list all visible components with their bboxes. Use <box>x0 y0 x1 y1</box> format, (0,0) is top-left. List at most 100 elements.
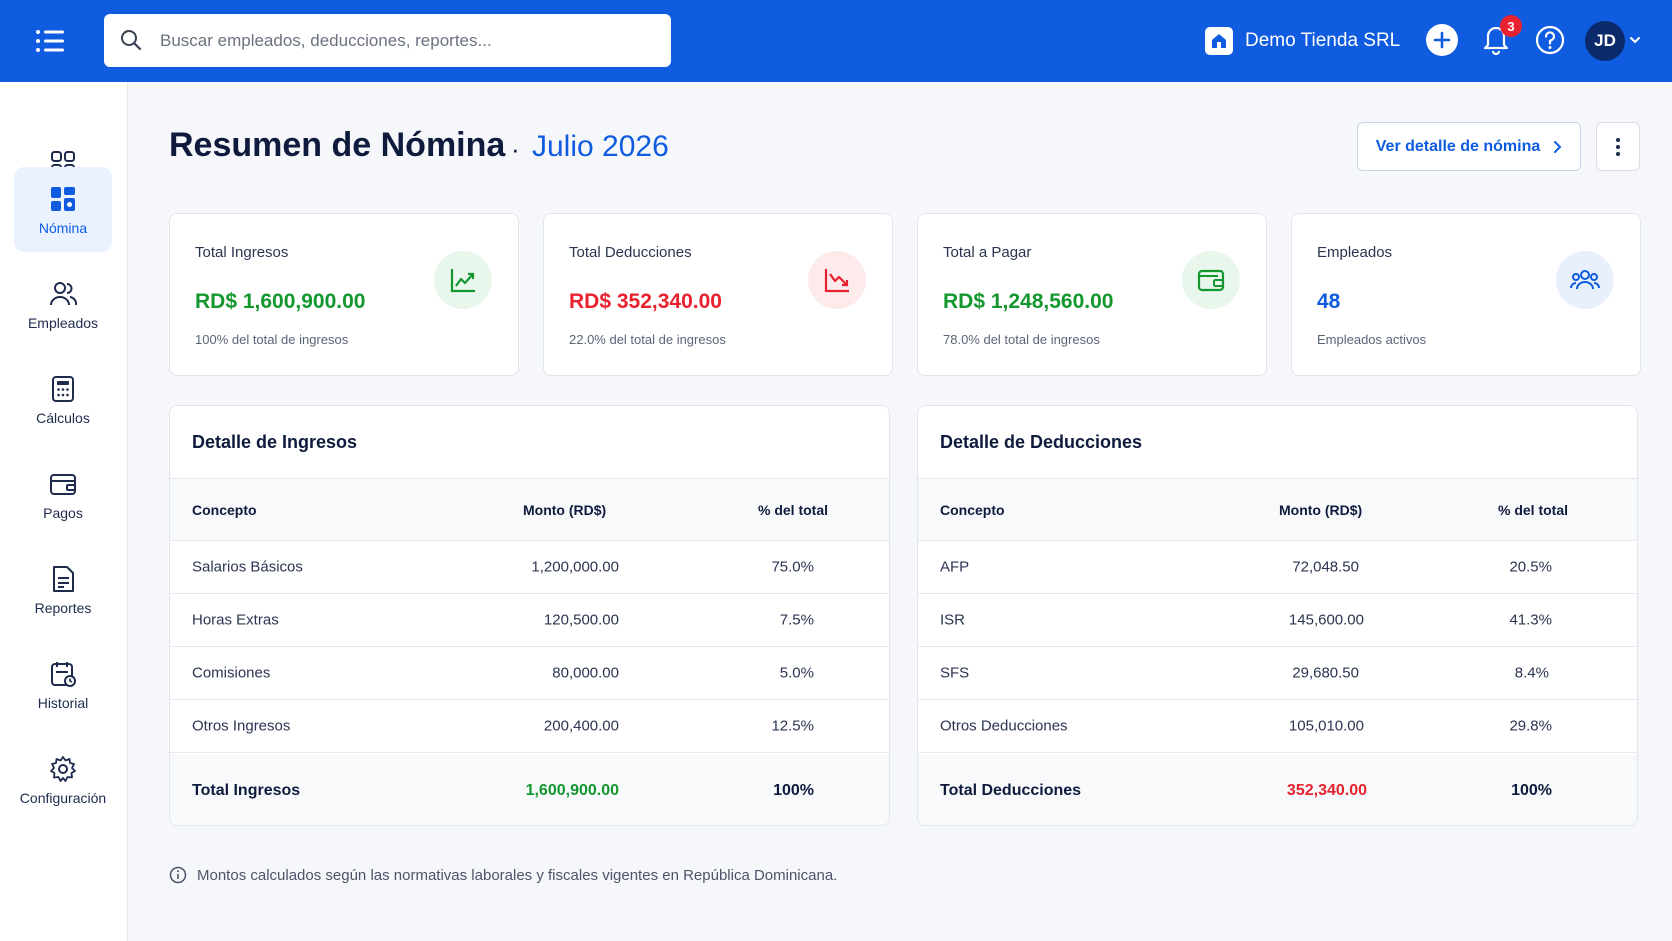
table-total-row: Total Deducciones 352,340.00 100% <box>918 755 1637 825</box>
gear-icon <box>50 755 76 782</box>
sidebar-item-reportes[interactable]: Reportes <box>14 547 112 632</box>
more-options-button[interactable] <box>1596 122 1640 171</box>
store-icon <box>1205 27 1233 55</box>
row-concept: SFS <box>940 664 970 682</box>
table-row: Horas Extras 120,500.00 7.5% <box>170 594 889 647</box>
footnote: Montos calculados según las normativas l… <box>169 866 837 884</box>
card-label: Total Ingresos <box>195 244 289 261</box>
trend-down-icon <box>808 251 866 309</box>
table-header: Concepto Monto (RD$) % del total <box>170 478 889 541</box>
detail-button-label: Ver detalle de nómina <box>1375 137 1541 155</box>
card-label: Empleados <box>1317 244 1393 261</box>
row-percent: 75.0% <box>771 558 814 576</box>
sidebar-item-configuracion[interactable]: Configuración <box>14 737 112 822</box>
row-amount: 1,200,000.00 <box>531 558 619 576</box>
total-percent: 100% <box>1511 782 1552 799</box>
kebab-menu-icon <box>1616 137 1620 156</box>
total-label: Total Deducciones <box>940 782 1082 799</box>
avatar[interactable]: JD <box>1585 21 1625 61</box>
company-selector[interactable]: Demo Tienda SRL <box>1205 24 1400 58</box>
search-box <box>104 14 671 67</box>
column-header: % del total <box>758 501 829 518</box>
help-icon[interactable] <box>1534 24 1566 56</box>
card-subtext: Empleados activos <box>1317 332 1427 347</box>
table-row: ISR 145,600.00 41.3% <box>918 594 1637 647</box>
bell-icon[interactable] <box>1480 22 1512 56</box>
view-payroll-detail-button[interactable]: Ver detalle de nómina <box>1357 122 1581 171</box>
panel-title: Detalle de Ingresos <box>192 432 358 452</box>
card-value: RD$ 1,600,900.00 <box>195 290 366 313</box>
users-icon <box>1556 251 1614 309</box>
row-percent: 7.5% <box>779 611 814 629</box>
column-header: % del total <box>1498 501 1569 518</box>
search-input[interactable] <box>160 14 660 67</box>
column-header: Concepto <box>192 501 257 518</box>
table-total-row: Total Ingresos 1,600,900.00 100% <box>170 755 889 825</box>
notification-badge: 3 <box>1500 15 1522 37</box>
top-bar: Demo Tienda SRL 3 JD <box>0 0 1672 82</box>
sidebar-item-nomina[interactable]: Nómina <box>14 167 112 252</box>
row-concept: ISR <box>940 611 966 629</box>
report-icon <box>53 565 74 592</box>
sidebar-item-empleados[interactable]: Empleados <box>14 262 112 347</box>
row-amount: 80,000.00 <box>552 664 619 682</box>
chevron-right-icon <box>1554 140 1562 153</box>
users-icon <box>50 281 78 305</box>
wallet-icon <box>50 473 76 495</box>
period-label: Julio 2026 <box>532 130 669 163</box>
row-percent: 20.5% <box>1509 558 1552 576</box>
table-row: Otros Deducciones 105,010.00 29.8% <box>918 700 1637 753</box>
sidebar-item-label: Reportes <box>34 599 92 616</box>
sidebar-item-calculos[interactable]: Cálculos <box>14 357 112 442</box>
page-title: Resumen de Nómina <box>169 126 506 164</box>
sidebar-item-label: Configuración <box>19 789 107 806</box>
total-percent: 100% <box>773 782 814 799</box>
table-row: Otros Ingresos 200,400.00 12.5% <box>170 700 889 753</box>
history-icon <box>51 661 76 687</box>
add-button[interactable] <box>1426 24 1458 56</box>
menu-icon[interactable] <box>34 26 66 56</box>
payroll-icon <box>51 186 75 211</box>
sidebar-item-label: Nómina <box>38 219 88 236</box>
card-subtext: 78.0% del total de ingresos <box>943 332 1100 347</box>
row-amount: 72,048.50 <box>1292 558 1359 576</box>
card-subtext: 100% del total de ingresos <box>195 332 349 347</box>
card-total-a-pagar: Total a Pagar RD$ 1,248,560.00 78.0% del… <box>917 213 1267 376</box>
column-header: Concepto <box>940 501 1005 518</box>
column-header: Monto (RD$) <box>1279 501 1363 518</box>
row-concept: Salarios Básicos <box>192 558 303 576</box>
row-amount: 29,680.50 <box>1292 664 1359 682</box>
row-amount: 200,400.00 <box>543 717 619 735</box>
panel-detalle-deducciones: Detalle de Deducciones Concepto Monto (R… <box>917 405 1638 826</box>
row-percent: 5.0% <box>779 664 814 682</box>
title-separator: · <box>511 134 520 164</box>
card-label: Total a Pagar <box>943 244 1032 261</box>
chevron-down-icon[interactable] <box>1628 33 1642 47</box>
sidebar-item-label: Historial <box>37 694 89 711</box>
card-empleados: Empleados 48 Empleados activos <box>1291 213 1641 376</box>
sidebar-item-label: Empleados <box>27 314 99 331</box>
row-concept: Otros Deducciones <box>940 717 1068 735</box>
search-icon <box>118 27 144 53</box>
card-value: 48 <box>1317 290 1341 313</box>
card-total-ingresos: Total Ingresos RD$ 1,600,900.00 100% del… <box>169 213 519 376</box>
sidebar-item-pagos[interactable]: Pagos <box>14 452 112 537</box>
row-percent: 41.3% <box>1509 611 1552 629</box>
plus-icon <box>1433 31 1451 49</box>
row-concept: Otros Ingresos <box>192 717 291 735</box>
card-value: RD$ 352,340.00 <box>569 290 722 313</box>
info-icon <box>169 866 187 884</box>
card-label: Total Deducciones <box>569 244 692 261</box>
column-header: Monto (RD$) <box>523 501 607 518</box>
table-header: Concepto Monto (RD$) % del total <box>918 478 1637 541</box>
row-concept: AFP <box>940 558 970 576</box>
card-total-deducciones: Total Deducciones RD$ 352,340.00 22.0% d… <box>543 213 893 376</box>
row-percent: 8.4% <box>1514 664 1549 682</box>
row-amount: 105,010.00 <box>1288 717 1364 735</box>
panel-title: Detalle de Deducciones <box>940 432 1143 452</box>
row-amount: 120,500.00 <box>543 611 619 629</box>
panel-detalle-ingresos: Detalle de Ingresos Concepto Monto (RD$)… <box>169 405 890 826</box>
footnote-text: Montos calculados según las normativas l… <box>197 866 838 884</box>
sidebar-item-historial[interactable]: Historial <box>14 642 112 727</box>
table-row: Comisiones 80,000.00 5.0% <box>170 647 889 700</box>
